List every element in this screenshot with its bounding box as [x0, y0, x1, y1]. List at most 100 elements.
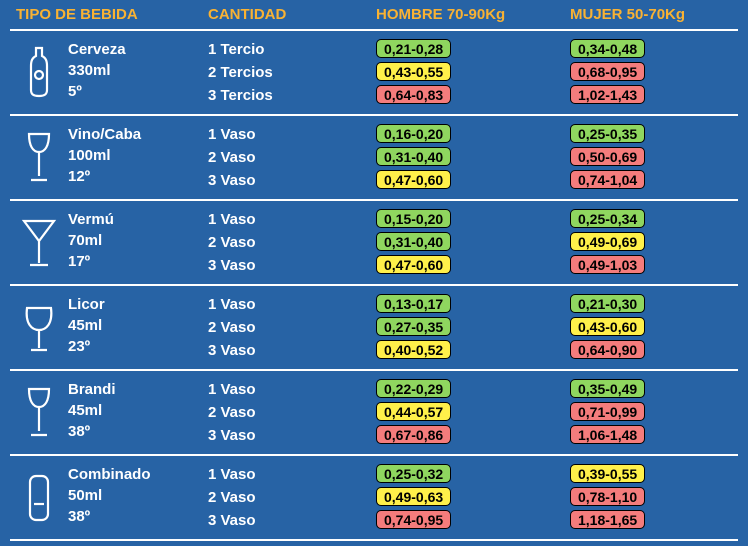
- quantity-label: 2 Vaso: [208, 231, 376, 254]
- header-hombre: HOMBRE 70-90Kg: [376, 6, 570, 23]
- quantity-label: 3 Vaso: [208, 169, 376, 192]
- drink-alcohol: 38º: [68, 506, 208, 527]
- value-pill-hombre: 0,21-0,28: [376, 39, 451, 58]
- tumbler-icon: [10, 463, 68, 532]
- drink-name: Brandi: [68, 379, 208, 400]
- quantity-label: 3 Tercios: [208, 84, 376, 107]
- drink-volume: 330ml: [68, 60, 208, 81]
- mujer-column: 0,25-0,34 0,49-0,69 0,49-1,03: [570, 208, 738, 277]
- drink-section: Licor 45ml 23º 1 Vaso2 Vaso3 Vaso 0,13-0…: [10, 284, 738, 369]
- quantity-label: 2 Vaso: [208, 146, 376, 169]
- value-pill-mujer: 0,25-0,34: [570, 209, 645, 228]
- value-pill-mujer: 0,49-1,03: [570, 255, 645, 274]
- value-pill-hombre: 0,40-0,52: [376, 340, 451, 359]
- wine-icon: [10, 378, 68, 447]
- quantity-label: 3 Vaso: [208, 424, 376, 447]
- value-pill-hombre: 0,67-0,86: [376, 425, 451, 444]
- value-pill-hombre: 0,15-0,20: [376, 209, 451, 228]
- quantity-label: 1 Vaso: [208, 463, 376, 486]
- drink-section: Combinado 50ml 38º 1 Vaso2 Vaso3 Vaso 0,…: [10, 454, 738, 541]
- drink-description: Combinado 50ml 38º: [68, 463, 208, 532]
- value-pill-hombre: 0,31-0,40: [376, 147, 451, 166]
- value-pill-mujer: 0,78-1,10: [570, 487, 645, 506]
- drink-alcohol: 23º: [68, 336, 208, 357]
- value-pill-hombre: 0,13-0,17: [376, 294, 451, 313]
- hombre-column: 0,22-0,29 0,44-0,57 0,67-0,86: [376, 378, 570, 447]
- value-pill-mujer: 0,64-0,90: [570, 340, 645, 359]
- drink-volume: 100ml: [68, 145, 208, 166]
- mujer-column: 0,34-0,48 0,68-0,95 1,02-1,43: [570, 38, 738, 107]
- drink-alcohol: 5º: [68, 81, 208, 102]
- header-tipo: TIPO DE BEBIDA: [10, 6, 208, 23]
- header-cant: CANTIDAD: [208, 6, 376, 23]
- quantity-label: 3 Vaso: [208, 254, 376, 277]
- drink-volume: 70ml: [68, 230, 208, 251]
- quantity-label: 2 Tercios: [208, 61, 376, 84]
- value-pill-hombre: 0,43-0,55: [376, 62, 451, 81]
- quantity-column: 1 Tercio2 Tercios3 Tercios: [208, 38, 376, 107]
- quantity-column: 1 Vaso2 Vaso3 Vaso: [208, 208, 376, 277]
- quantity-label: 3 Vaso: [208, 509, 376, 532]
- quantity-label: 1 Tercio: [208, 38, 376, 61]
- hombre-column: 0,25-0,320,49-0,630,74-0,95: [376, 463, 570, 532]
- quantity-label: 1 Vaso: [208, 123, 376, 146]
- value-pill-hombre: 0,44-0,57: [376, 402, 451, 421]
- drink-name: Combinado: [68, 464, 208, 485]
- drink-description: Licor 45ml 23º: [68, 293, 208, 362]
- value-pill-mujer: 1,18-1,65: [570, 510, 645, 529]
- quantity-label: 1 Vaso: [208, 378, 376, 401]
- value-pill-mujer: 0,34-0,48: [570, 39, 645, 58]
- quantity-label: 2 Vaso: [208, 316, 376, 339]
- drink-volume: 45ml: [68, 315, 208, 336]
- quantity-label: 2 Vaso: [208, 401, 376, 424]
- hombre-column: 0,21-0,28 0,43-0,55 0,64-0,83: [376, 38, 570, 107]
- value-pill-mujer: 0,21-0,30: [570, 294, 645, 313]
- value-pill-mujer: 1,06-1,48: [570, 425, 645, 444]
- quantity-column: 1 Vaso2 Vaso3 Vaso: [208, 123, 376, 192]
- snifter-icon: [10, 293, 68, 362]
- quantity-label: 2 Vaso: [208, 486, 376, 509]
- value-pill-mujer: 0,68-0,95: [570, 62, 645, 81]
- mujer-column: 0,21-0,30 0,43-0,60 0,64-0,90: [570, 293, 738, 362]
- value-pill-mujer: 0,25-0,35: [570, 124, 645, 143]
- drink-alcohol: 17º: [68, 251, 208, 272]
- value-pill-hombre: 0,47-0,60: [376, 170, 451, 189]
- quantity-label: 3 Vaso: [208, 339, 376, 362]
- hombre-column: 0,16-0,20 0,31-0,40 0,47-0,60: [376, 123, 570, 192]
- drink-alcohol: 12º: [68, 166, 208, 187]
- value-pill-mujer: 1,02-1,43: [570, 85, 645, 104]
- table-body: Cerveza 330ml 5º 1 Tercio2 Tercios3 Terc…: [10, 29, 738, 541]
- value-pill-mujer: 0,39-0,55: [570, 464, 645, 483]
- drink-section: Cerveza 330ml 5º 1 Tercio2 Tercios3 Terc…: [10, 29, 738, 114]
- value-pill-hombre: 0,31-0,40: [376, 232, 451, 251]
- value-pill-hombre: 0,16-0,20: [376, 124, 451, 143]
- drink-volume: 50ml: [68, 485, 208, 506]
- value-pill-hombre: 0,47-0,60: [376, 255, 451, 274]
- value-pill-mujer: 0,49-0,69: [570, 232, 645, 251]
- drink-description: Brandi 45ml 38º: [68, 378, 208, 447]
- value-pill-hombre: 0,27-0,35: [376, 317, 451, 336]
- drink-description: Vino/Caba 100ml 12º: [68, 123, 208, 192]
- header-mujer: MUJER 50-70Kg: [570, 6, 738, 23]
- drink-name: Vermú: [68, 209, 208, 230]
- mujer-column: 0,25-0,350,50-0,690,74-1,04: [570, 123, 738, 192]
- value-pill-mujer: 0,35-0,49: [570, 379, 645, 398]
- drink-alcohol: 38º: [68, 421, 208, 442]
- hombre-column: 0,13-0,17 0,27-0,35 0,40-0,52: [376, 293, 570, 362]
- bottle-icon: [10, 38, 68, 107]
- value-pill-mujer: 0,71-0,99: [570, 402, 645, 421]
- drink-section: Vino/Caba 100ml 12º 1 Vaso2 Vaso3 Vaso 0…: [10, 114, 738, 199]
- value-pill-mujer: 0,43-0,60: [570, 317, 645, 336]
- value-pill-hombre: 0,64-0,83: [376, 85, 451, 104]
- value-pill-hombre: 0,25-0,32: [376, 464, 451, 483]
- mujer-column: 0,35-0,49 0,71-0,99 1,06-1,48: [570, 378, 738, 447]
- drink-volume: 45ml: [68, 400, 208, 421]
- drink-description: Cerveza 330ml 5º: [68, 38, 208, 107]
- value-pill-hombre: 0,49-0,63: [376, 487, 451, 506]
- drink-name: Licor: [68, 294, 208, 315]
- quantity-column: 1 Vaso2 Vaso3 Vaso: [208, 293, 376, 362]
- value-pill-hombre: 0,22-0,29: [376, 379, 451, 398]
- hombre-column: 0,15-0,20 0,31-0,40 0,47-0,60: [376, 208, 570, 277]
- quantity-column: 1 Vaso2 Vaso3 Vaso: [208, 378, 376, 447]
- table-header: TIPO DE BEBIDA CANTIDAD HOMBRE 70-90Kg M…: [10, 6, 738, 29]
